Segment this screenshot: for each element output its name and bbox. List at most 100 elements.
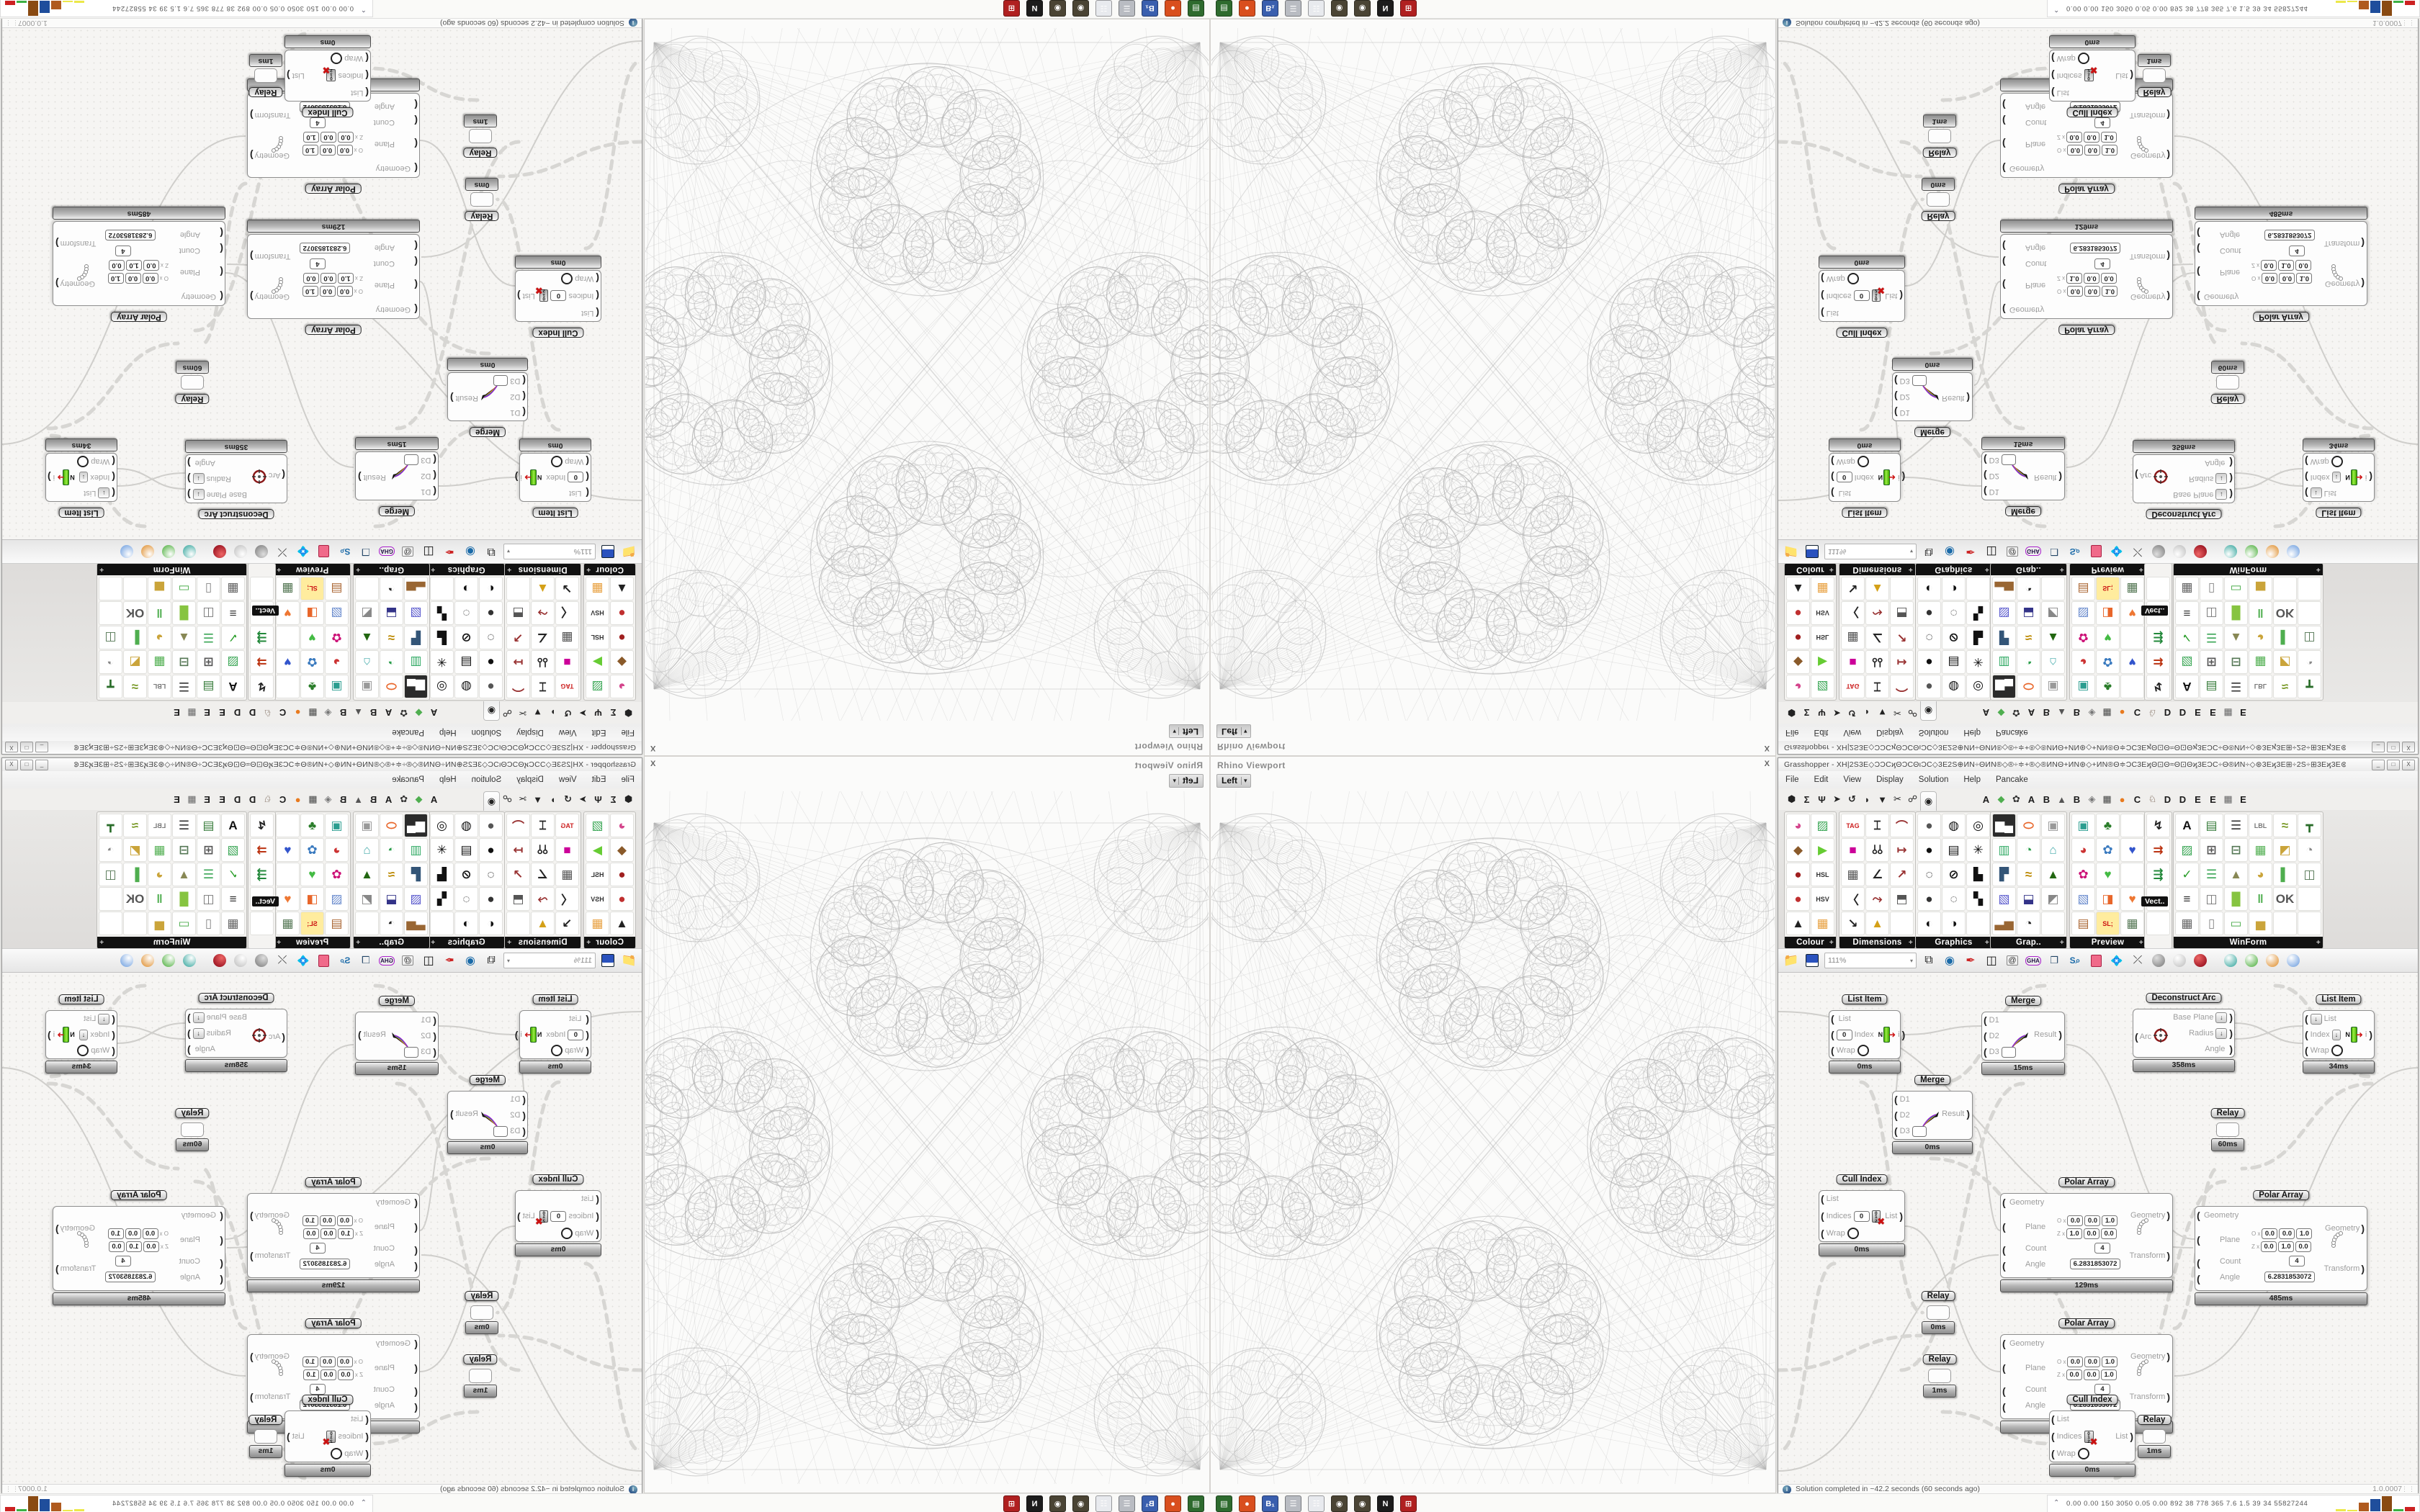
wrap-toggle[interactable] bbox=[1847, 273, 1859, 284]
input-port[interactable]: ( bbox=[433, 1046, 436, 1058]
menu-item-view[interactable]: View bbox=[1843, 775, 1862, 784]
node-body[interactable]: (↓ List(Index ↓ N ➜ i)(Wrap bbox=[2303, 453, 2375, 502]
plane-value-box[interactable]: 0.0 bbox=[2084, 1228, 2100, 1239]
gh-node-list-item[interactable]: List Item(↓ List(Index ↓ N ➜ i)(Wrap 34ms bbox=[45, 438, 117, 518]
plane-value-box[interactable]: 1.0 bbox=[2101, 132, 2118, 143]
component-icon[interactable]: ▆▄ bbox=[1992, 814, 2016, 837]
component-icon[interactable]: ☰ bbox=[172, 675, 196, 698]
input-port[interactable]: ( bbox=[414, 1338, 418, 1349]
category-tab-icon[interactable]: Ψ bbox=[1818, 707, 1826, 719]
component-icon[interactable]: ◍ bbox=[454, 675, 478, 698]
panel-expand-icon[interactable]: + bbox=[586, 565, 591, 573]
output-port[interactable]: ) bbox=[514, 472, 519, 483]
node-name-chip[interactable]: Polar Array bbox=[2058, 1177, 2115, 1187]
component-icon[interactable]: ◍ bbox=[454, 814, 478, 837]
node-name-chip[interactable]: Polar Array bbox=[305, 1318, 362, 1328]
node-name-chip[interactable]: Relay bbox=[175, 1108, 210, 1118]
node-body[interactable]: ((((Geometry Plane Count Angle O x 0.0 0.0 1.0 Z… bbox=[2000, 1334, 2173, 1419]
component-icon[interactable]: ▙ bbox=[430, 626, 454, 649]
node-body[interactable]: (D1(D2(D3 Result) bbox=[447, 372, 528, 421]
panel-label-winform[interactable]: WinForm + bbox=[2174, 563, 2323, 575]
output-port[interactable]: ) bbox=[250, 109, 254, 121]
output-port[interactable]: ) bbox=[55, 238, 59, 249]
category-tab-icon[interactable]: ⬢ bbox=[624, 708, 633, 719]
component-icon[interactable] bbox=[430, 577, 454, 600]
panel-label-vect[interactable]: Vect.. bbox=[2141, 606, 2169, 616]
plugin-tab-icon[interactable]: ▦ bbox=[187, 708, 197, 719]
plane-value-box[interactable]: 1.0 bbox=[337, 1228, 354, 1239]
node-body[interactable]: (D1(D2(D3 Result) bbox=[1981, 1012, 2065, 1061]
relay-body[interactable] bbox=[1928, 129, 1951, 143]
component-icon[interactable]: ↦ bbox=[1890, 838, 1914, 862]
panel-expand-icon[interactable]: + bbox=[2316, 565, 2321, 573]
component-icon[interactable]: ▦ bbox=[2249, 650, 2272, 674]
input-port[interactable]: ( bbox=[1831, 456, 1834, 467]
component-icon[interactable]: ▭ bbox=[172, 912, 196, 935]
component-icon[interactable]: ▦ bbox=[148, 838, 171, 862]
output-port[interactable]: ) bbox=[250, 251, 254, 262]
component-icon[interactable]: ◩ bbox=[123, 838, 147, 862]
component-icon[interactable]: ↗ bbox=[1890, 626, 1914, 649]
plugin-tab-icon[interactable]: B bbox=[2043, 793, 2051, 805]
input-port[interactable]: ( bbox=[220, 291, 223, 302]
input-port[interactable]: ( bbox=[2197, 291, 2200, 302]
count-value-box[interactable]: 4 bbox=[2094, 1384, 2110, 1395]
component-icon[interactable]: ↯ bbox=[2146, 814, 2170, 837]
plugin-tab-icon[interactable]: A bbox=[385, 793, 393, 805]
component-icon[interactable]: ▲ bbox=[1865, 912, 1889, 935]
display-gem-icon-1[interactable] bbox=[160, 543, 177, 560]
plane-value-box[interactable]: 1.0 bbox=[302, 145, 318, 156]
node-name-chip[interactable]: Polar Array bbox=[2058, 184, 2115, 194]
taskbar-icon-app-red[interactable]: ⊞ bbox=[1400, 0, 1417, 17]
open-file-icon[interactable]: 📁 bbox=[1783, 953, 1799, 967]
wrap-toggle[interactable] bbox=[77, 1045, 89, 1056]
panel-expand-icon[interactable]: + bbox=[1829, 939, 1834, 947]
panel-label-dimensions[interactable]: Dimensions + bbox=[1839, 563, 1915, 575]
grasshopper-titlebar[interactable]: Grasshopper - XH|2S3E◇ƆƆCϗΘƆCΘιƆC◇3E2S⊕И… bbox=[1778, 740, 2418, 754]
plane-value-box[interactable]: 0.0 bbox=[336, 145, 353, 156]
component-icon[interactable]: ■ bbox=[1841, 650, 1865, 674]
component-icon[interactable]: ↦ bbox=[506, 650, 530, 674]
minimize-button[interactable]: _ bbox=[35, 760, 48, 770]
component-icon[interactable]: ◩ bbox=[2041, 601, 2065, 625]
input-port[interactable]: ( bbox=[596, 307, 599, 319]
input-port[interactable]: ( bbox=[414, 99, 418, 111]
component-icon[interactable]: ▚ bbox=[430, 887, 454, 911]
component-icon[interactable]: ✳ bbox=[1966, 838, 1990, 862]
node-name-chip[interactable]: Cull Index bbox=[532, 328, 584, 338]
gh-node-relay[interactable]: Relay 0ms bbox=[463, 178, 501, 221]
component-icon[interactable]: ▛ bbox=[404, 863, 428, 886]
gh-node-list-item[interactable]: List Item(↓ List(Index ↓ N ➜ i)(Wrap 34ms bbox=[45, 994, 117, 1074]
gh-node-list-item[interactable]: List Item(List(0 Index N ➜ i)(Wrap 0ms bbox=[1829, 438, 1905, 518]
panel-label-preview[interactable]: Preview + bbox=[2070, 937, 2146, 949]
component-icon[interactable]: ▤ bbox=[454, 650, 478, 674]
component-icon[interactable]: ⊘ bbox=[1942, 626, 1966, 649]
menu-item-solution[interactable]: Solution bbox=[471, 775, 502, 784]
category-tab-icon[interactable]: Σ bbox=[610, 793, 617, 805]
wrap-toggle[interactable] bbox=[561, 1228, 573, 1239]
component-icon[interactable]: 〈 bbox=[1841, 887, 1865, 911]
output-port[interactable]: ) bbox=[48, 472, 51, 483]
input-port[interactable]: ( bbox=[1984, 470, 1987, 482]
output-port[interactable]: ) bbox=[48, 1029, 51, 1040]
category-tab-icon[interactable]: ↺ bbox=[564, 708, 572, 719]
input-port[interactable]: ( bbox=[414, 1401, 418, 1413]
category-tab-icon[interactable]: ↺ bbox=[1848, 708, 1856, 719]
output-port[interactable]: ) bbox=[2229, 457, 2233, 469]
find-icon[interactable]: S⌕ bbox=[339, 546, 351, 557]
component-icon[interactable]: ✓ bbox=[221, 626, 245, 649]
component-icon[interactable]: ✿ bbox=[325, 626, 349, 649]
component-icon[interactable]: ▤ bbox=[197, 675, 220, 698]
zoom-level-select[interactable]: 111% ▾ bbox=[503, 544, 596, 559]
component-icon[interactable]: ✓ bbox=[221, 863, 245, 886]
component-icon[interactable]: HSL bbox=[586, 626, 609, 649]
category-tab-icon[interactable]: ⬢ bbox=[1787, 708, 1796, 719]
component-icon[interactable]: ▨ bbox=[586, 675, 609, 698]
component-icon[interactable]: ✳ bbox=[430, 838, 454, 862]
component-icon[interactable]: ☰ bbox=[197, 626, 220, 649]
component-icon[interactable]: ▯ bbox=[197, 912, 220, 935]
gh-node-relay[interactable]: Relay 0ms bbox=[1919, 178, 1957, 221]
component-icon[interactable]: ▤ bbox=[454, 838, 478, 862]
taskbar-icon-app-coin-1[interactable]: ◉ bbox=[1072, 0, 1089, 17]
node-canvas[interactable]: List Item(List(0 Index N ➜ i)(Wrap 0ms Merge(D… bbox=[1778, 28, 2418, 539]
